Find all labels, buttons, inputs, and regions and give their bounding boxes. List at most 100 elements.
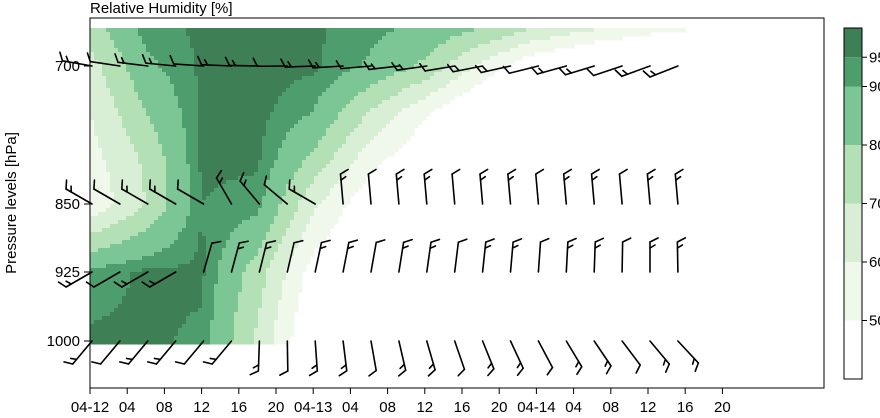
colorbar-band bbox=[844, 203, 862, 262]
wind-barb bbox=[263, 175, 289, 205]
wind-barb bbox=[649, 340, 671, 373]
colorbar-tick-label: 50 bbox=[869, 313, 880, 330]
wind-barb bbox=[280, 58, 317, 68]
wind-barb bbox=[370, 239, 386, 273]
x-tick-label: 20 bbox=[491, 399, 508, 416]
wind-barb bbox=[314, 239, 331, 273]
wind-barb bbox=[451, 168, 461, 205]
wind-barb bbox=[453, 340, 466, 377]
colorbar-tick-label: 90 bbox=[869, 79, 880, 96]
wind-barb bbox=[621, 340, 641, 374]
wind-barb bbox=[621, 237, 632, 273]
wind-barb bbox=[646, 168, 656, 205]
wind-barb bbox=[91, 340, 121, 365]
wind-barb bbox=[121, 179, 149, 205]
y-tick-label: 850 bbox=[55, 196, 80, 213]
colorbar-band bbox=[844, 320, 862, 379]
wind-barb bbox=[530, 65, 568, 75]
wind-barb bbox=[367, 168, 377, 205]
wind-barb bbox=[335, 60, 372, 70]
wind-barb bbox=[59, 51, 93, 67]
wind-barb bbox=[258, 240, 277, 273]
wind-barb bbox=[509, 340, 524, 376]
wind-barb bbox=[425, 238, 441, 273]
wind-barb bbox=[474, 64, 512, 74]
wind-barb bbox=[141, 53, 177, 67]
wind-barb bbox=[174, 340, 205, 365]
wind-barb bbox=[146, 340, 177, 365]
colorbar-band bbox=[844, 262, 862, 321]
wind-barb bbox=[252, 57, 289, 68]
wind-barbs bbox=[57, 51, 700, 377]
x-axis: 04-12 04 08 12 16 20 04-13 04 08 12 16 20 04-14 04 08 1… bbox=[71, 388, 731, 416]
wind-barb bbox=[509, 238, 523, 273]
wind-barb bbox=[339, 168, 349, 205]
wind-barb bbox=[558, 65, 596, 76]
x-tick-label: 04 bbox=[342, 399, 359, 416]
wind-barb bbox=[677, 340, 700, 373]
colorbar-band bbox=[844, 86, 862, 145]
x-tick-label: 08 bbox=[379, 399, 396, 416]
wind-barb bbox=[239, 172, 261, 205]
x-tick-label: 04 bbox=[119, 399, 136, 416]
wind-barb bbox=[169, 54, 205, 67]
wind-barb bbox=[202, 240, 222, 273]
wind-barb bbox=[453, 238, 468, 273]
colorbar-tick-label: 70 bbox=[869, 196, 880, 213]
wind-barb bbox=[479, 168, 489, 205]
wind-barb bbox=[57, 271, 93, 288]
wind-barb bbox=[593, 340, 612, 375]
x-tick-label: 16 bbox=[230, 399, 247, 416]
x-tick-label: 04-14 bbox=[517, 399, 555, 416]
wind-barb bbox=[502, 65, 540, 75]
wind-barb bbox=[481, 238, 495, 273]
wind-barb bbox=[534, 168, 545, 205]
wind-barb bbox=[593, 237, 605, 273]
wind-barb bbox=[586, 65, 623, 77]
wind-barb bbox=[141, 271, 177, 288]
wind-barb bbox=[537, 340, 554, 376]
y-axis: 700 850 925 1000 bbox=[47, 58, 90, 350]
colorbar-tick-label: 80 bbox=[869, 137, 880, 154]
x-tick-label: 20 bbox=[268, 399, 285, 416]
wind-barb bbox=[286, 239, 304, 273]
wind-barb bbox=[423, 168, 433, 205]
y-axis-title: Pressure levels [hPa] bbox=[3, 132, 20, 274]
wind-barb bbox=[113, 271, 149, 288]
wind-barb bbox=[342, 239, 359, 273]
colorbar-band bbox=[844, 145, 862, 204]
wind-barb bbox=[590, 168, 601, 205]
x-tick-label: 04 bbox=[565, 399, 582, 416]
wind-barb bbox=[224, 56, 261, 67]
colorbar-tick-label: 95 bbox=[869, 49, 880, 66]
rh-contour-fill bbox=[90, 28, 687, 345]
x-tick-label: 12 bbox=[416, 399, 433, 416]
x-tick-label: 16 bbox=[454, 399, 471, 416]
wind-barb bbox=[395, 168, 405, 205]
wind-barb bbox=[397, 340, 407, 377]
wind-barb bbox=[398, 238, 413, 273]
wind-barb bbox=[307, 59, 344, 69]
x-tick-label: 08 bbox=[156, 399, 173, 416]
wind-barb bbox=[93, 179, 121, 205]
plot-frame bbox=[89, 17, 825, 389]
wind-barb bbox=[279, 340, 289, 376]
wind-barb bbox=[614, 65, 651, 78]
wind-barb bbox=[288, 179, 317, 205]
colorbar: 50 60 70 80 90 95 bbox=[843, 27, 880, 380]
x-tick-label: 08 bbox=[602, 399, 619, 416]
wind-barb bbox=[119, 340, 149, 365]
x-tick-label: 04-12 bbox=[71, 399, 109, 416]
colorbar-band bbox=[844, 28, 862, 58]
wind-barb bbox=[230, 240, 249, 273]
x-tick-label: 20 bbox=[714, 399, 731, 416]
wind-barb bbox=[202, 340, 233, 365]
wind-barb bbox=[507, 168, 517, 205]
chart-title: Relative Humidity [%] bbox=[90, 0, 233, 17]
y-tick-label: 1000 bbox=[47, 333, 80, 350]
wind-barb bbox=[649, 237, 659, 273]
wind-barb bbox=[537, 237, 550, 273]
wind-barb bbox=[565, 237, 577, 273]
wind-barb bbox=[481, 340, 495, 377]
